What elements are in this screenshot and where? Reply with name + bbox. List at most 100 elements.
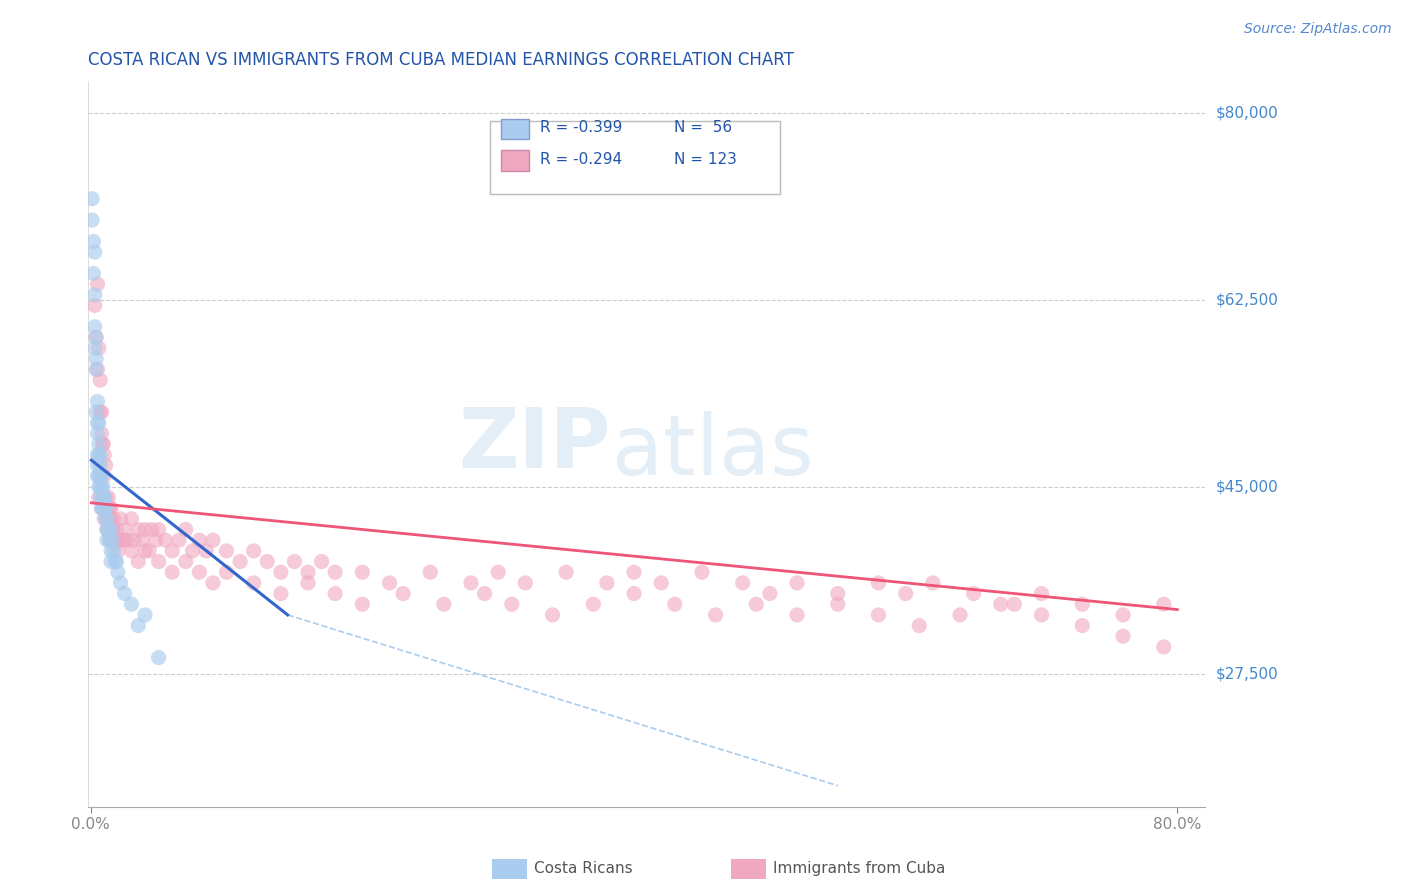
- Point: [127, 618, 149, 632]
- Point: [101, 523, 124, 537]
- Point: [623, 566, 645, 580]
- Point: [110, 575, 132, 590]
- Point: [93, 491, 115, 505]
- Text: $62,500: $62,500: [1216, 293, 1278, 308]
- Point: [104, 533, 127, 548]
- Point: [690, 566, 713, 580]
- Text: ZIP: ZIP: [458, 404, 610, 484]
- Point: [1031, 586, 1053, 600]
- FancyBboxPatch shape: [489, 121, 780, 194]
- Point: [201, 533, 224, 548]
- Point: [87, 491, 110, 505]
- Point: [868, 575, 890, 590]
- Point: [352, 597, 374, 611]
- Point: [107, 544, 129, 558]
- Point: [86, 416, 108, 430]
- Point: [91, 437, 114, 451]
- Point: [91, 491, 114, 505]
- Point: [555, 566, 578, 580]
- Point: [103, 544, 125, 558]
- Point: [1112, 607, 1135, 622]
- Text: Immigrants from Cuba: Immigrants from Cuba: [773, 862, 946, 876]
- Point: [98, 533, 121, 548]
- Point: [100, 555, 122, 569]
- Point: [181, 544, 204, 558]
- Point: [188, 533, 211, 548]
- Point: [96, 523, 118, 537]
- Point: [195, 544, 218, 558]
- Point: [87, 448, 110, 462]
- Point: [148, 555, 170, 569]
- Point: [110, 512, 132, 526]
- Point: [174, 555, 197, 569]
- Point: [114, 533, 136, 548]
- Point: [596, 575, 619, 590]
- Point: [83, 287, 105, 301]
- Point: [86, 394, 108, 409]
- Point: [84, 330, 107, 344]
- Point: [148, 650, 170, 665]
- Point: [89, 448, 111, 462]
- Point: [86, 362, 108, 376]
- Point: [114, 586, 136, 600]
- Point: [94, 512, 117, 526]
- Text: Costa Ricans: Costa Ricans: [534, 862, 633, 876]
- Point: [117, 533, 139, 548]
- Point: [96, 523, 118, 537]
- Point: [160, 544, 183, 558]
- Point: [460, 575, 482, 590]
- Point: [270, 566, 292, 580]
- Point: [541, 607, 564, 622]
- Point: [352, 566, 374, 580]
- Point: [486, 566, 509, 580]
- Point: [827, 597, 849, 611]
- Point: [84, 362, 107, 376]
- Point: [188, 566, 211, 580]
- Point: [84, 405, 107, 419]
- Point: [921, 575, 943, 590]
- Point: [94, 491, 117, 505]
- Point: [84, 351, 107, 366]
- Point: [962, 586, 984, 600]
- Point: [745, 597, 768, 611]
- Point: [101, 523, 124, 537]
- Point: [270, 586, 292, 600]
- FancyBboxPatch shape: [501, 150, 529, 170]
- Text: R = -0.294: R = -0.294: [540, 153, 623, 167]
- Point: [731, 575, 754, 590]
- Point: [148, 523, 170, 537]
- Point: [83, 298, 105, 312]
- Point: [86, 458, 108, 473]
- Point: [122, 533, 145, 548]
- Text: N =  56: N = 56: [673, 120, 733, 135]
- Point: [134, 544, 156, 558]
- Point: [201, 575, 224, 590]
- Point: [114, 523, 136, 537]
- Point: [86, 469, 108, 483]
- Point: [378, 575, 401, 590]
- Point: [86, 277, 108, 291]
- Point: [104, 533, 127, 548]
- Point: [89, 458, 111, 473]
- Point: [908, 618, 931, 632]
- Point: [215, 566, 238, 580]
- Point: [90, 469, 112, 483]
- Point: [94, 458, 117, 473]
- Point: [242, 575, 264, 590]
- Point: [89, 491, 111, 505]
- Point: [90, 501, 112, 516]
- Text: $27,500: $27,500: [1216, 666, 1278, 681]
- Point: [98, 501, 121, 516]
- Point: [107, 533, 129, 548]
- Point: [419, 566, 441, 580]
- Point: [138, 544, 160, 558]
- Point: [89, 480, 111, 494]
- Point: [87, 437, 110, 451]
- Point: [990, 597, 1012, 611]
- Point: [256, 555, 278, 569]
- Point: [704, 607, 727, 622]
- Point: [160, 566, 183, 580]
- Point: [83, 245, 105, 260]
- Point: [98, 533, 121, 548]
- Point: [87, 416, 110, 430]
